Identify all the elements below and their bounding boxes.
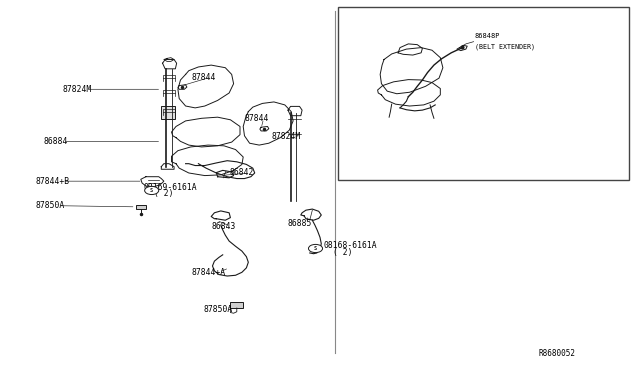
Text: R8680052: R8680052 — [538, 349, 575, 358]
Text: 87850A: 87850A — [204, 305, 233, 314]
Text: S: S — [150, 188, 153, 193]
Text: 87844+B: 87844+B — [35, 177, 69, 186]
Text: 87844+A: 87844+A — [192, 268, 226, 277]
Text: ( 2): ( 2) — [154, 189, 173, 198]
Circle shape — [145, 186, 159, 195]
Text: 87850A: 87850A — [35, 201, 65, 210]
Bar — [338, 7, 629, 180]
Text: 09169-6161A: 09169-6161A — [144, 183, 198, 192]
Circle shape — [308, 244, 323, 253]
Text: 87844: 87844 — [192, 73, 216, 81]
Text: 87824M: 87824M — [63, 85, 92, 94]
Bar — [136, 205, 146, 209]
Text: 86848P: 86848P — [475, 33, 500, 39]
Text: 87824M: 87824M — [272, 132, 301, 141]
Text: 08168-6161A: 08168-6161A — [323, 241, 377, 250]
Text: 86842: 86842 — [229, 169, 253, 177]
Text: S: S — [314, 246, 317, 251]
Text: (BELT EXTENDER): (BELT EXTENDER) — [475, 44, 535, 50]
Bar — [230, 302, 243, 308]
Text: ( 2): ( 2) — [333, 248, 352, 257]
Text: 86884: 86884 — [44, 137, 68, 146]
Text: 86843: 86843 — [211, 222, 236, 231]
Text: 86885: 86885 — [288, 219, 312, 228]
Text: 87844: 87844 — [244, 114, 269, 123]
Bar — [161, 106, 175, 119]
